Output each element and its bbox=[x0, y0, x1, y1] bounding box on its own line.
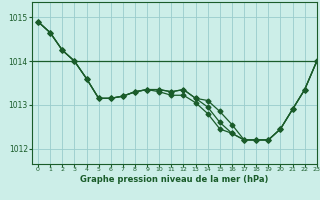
X-axis label: Graphe pression niveau de la mer (hPa): Graphe pression niveau de la mer (hPa) bbox=[80, 175, 268, 184]
